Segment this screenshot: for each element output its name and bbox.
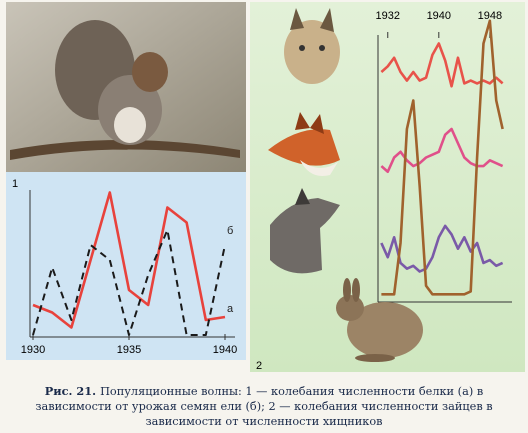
- series-line: [32, 229, 226, 336]
- chart-background: [6, 172, 246, 360]
- x-tick-label: 1948: [478, 10, 502, 22]
- wolf-illustration: [270, 188, 340, 274]
- panel-label: 1: [12, 178, 18, 190]
- panel-label: 2: [256, 360, 262, 372]
- hare-illustration: [336, 278, 423, 362]
- lynx-illustration: [284, 8, 340, 84]
- series-label: б: [227, 225, 233, 237]
- caption: Рис. 21. Популяционные волны: 1 — колебан…: [8, 384, 520, 429]
- caption-text: Популяционные волны: 1 — колебания числе…: [35, 385, 493, 428]
- fox-illustration: [268, 112, 340, 176]
- x-tick-label: 1932: [376, 10, 400, 22]
- x-tick-label: 1930: [21, 344, 45, 356]
- x-tick-label: 1940: [213, 344, 237, 356]
- figure: 1 2 1930 1935 1940 а б 1932 1940 1948: [6, 2, 525, 372]
- series-line: [32, 191, 226, 329]
- series-line: [380, 224, 504, 273]
- series-label: а: [227, 303, 234, 315]
- branch: [10, 140, 240, 160]
- squirrel-head: [132, 52, 168, 92]
- series-line: [380, 127, 504, 174]
- caption-label: Рис. 21.: [44, 384, 97, 398]
- x-tick-label: 1935: [117, 344, 141, 356]
- series-line: [381, 19, 504, 296]
- squirrel-belly: [114, 107, 146, 143]
- x-tick-label: 1940: [427, 10, 451, 22]
